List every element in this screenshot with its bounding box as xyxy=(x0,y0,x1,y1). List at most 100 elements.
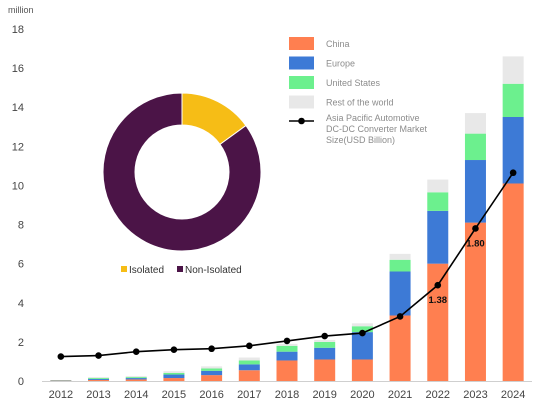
line-point-label: 1.80 xyxy=(466,238,485,249)
donut-slice xyxy=(102,92,262,252)
x-tick-label: 2012 xyxy=(49,389,73,401)
x-tick-label: 2018 xyxy=(275,389,299,401)
y-tick-label: 0 xyxy=(18,376,24,388)
y-tick-label: 2 xyxy=(18,337,24,349)
bar-segment xyxy=(351,326,373,333)
y-tick-label: 14 xyxy=(12,102,24,114)
y-axis-unit-label: million xyxy=(8,5,34,15)
y-tick-label: 4 xyxy=(18,298,24,310)
bar-segment xyxy=(201,375,223,381)
bar-segment xyxy=(502,117,524,184)
bar-segment xyxy=(502,183,524,381)
x-tick-label: 2014 xyxy=(124,389,148,401)
donut-legend-swatch xyxy=(177,266,183,272)
bar-segment xyxy=(88,378,110,380)
y-tick-label: 12 xyxy=(12,141,24,153)
line-point xyxy=(283,337,291,345)
bar-segment xyxy=(314,341,336,348)
bar-segment xyxy=(464,160,486,223)
bar-legend: China Europe United States Rest of the worl… xyxy=(289,37,428,145)
bar-segment xyxy=(502,56,524,84)
bar-segment xyxy=(389,253,411,260)
x-tick-label: 2015 xyxy=(162,389,186,401)
line-point xyxy=(208,345,215,353)
donut-chart xyxy=(102,92,262,252)
bar-segment xyxy=(314,339,336,342)
legend-label: Rest of the world xyxy=(326,98,394,108)
line-point xyxy=(396,313,404,320)
bar-segment xyxy=(88,377,110,379)
bar-segment xyxy=(238,360,260,365)
bar-segment xyxy=(163,374,185,379)
legend-label: Asia Pacific Automotive DC-DC Converter M… xyxy=(326,113,428,145)
donut-legend-label: Isolated xyxy=(129,265,164,276)
bar-segment xyxy=(351,323,373,327)
donut-legend: Isolated Non-Isolated xyxy=(121,265,242,276)
bar-segment xyxy=(163,372,185,375)
x-tick-label: 2024 xyxy=(501,389,525,401)
x-tick-label: 2017 xyxy=(237,389,261,401)
legend-label: China xyxy=(326,39,350,49)
line-point-label: 1.38 xyxy=(429,295,448,306)
line-point xyxy=(246,342,253,350)
stacked-bars xyxy=(50,56,524,381)
x-axis-ticks: 2012 2013 2014 2015 2016 2017 2018 2019 2020 2021… xyxy=(49,389,526,401)
y-tick-label: 6 xyxy=(18,259,24,271)
line-point xyxy=(434,281,442,289)
y-axis-ticks: 0 2 4 6 8 10 12 14 16 18 xyxy=(12,24,24,388)
bar-segment xyxy=(276,351,298,361)
bar-segment xyxy=(464,133,486,161)
bar-segment xyxy=(88,379,110,381)
bar-segment xyxy=(351,359,373,381)
bar-segment xyxy=(314,359,336,381)
legend-label: United States xyxy=(326,78,381,88)
x-tick-label: 2019 xyxy=(312,389,336,401)
line-point xyxy=(95,352,102,359)
x-tick-label: 2016 xyxy=(199,389,223,401)
bar-segment xyxy=(125,377,147,379)
line-point xyxy=(321,332,328,340)
bar-segment xyxy=(427,210,449,264)
donut-legend-label: Non-Isolated xyxy=(185,265,242,276)
bar-segment xyxy=(389,259,411,272)
bar-segment xyxy=(389,271,411,316)
bar-segment xyxy=(464,222,486,381)
legend-swatch xyxy=(289,56,314,70)
bar-segment xyxy=(427,263,449,381)
bar-segment xyxy=(427,192,449,211)
y-tick-label: 16 xyxy=(12,63,24,75)
bar-segment xyxy=(389,315,411,381)
bar-segment xyxy=(163,378,185,381)
line-point xyxy=(509,169,517,177)
bar-segment xyxy=(125,378,147,380)
legend-label: Europe xyxy=(326,59,355,69)
bar-segment xyxy=(201,366,223,369)
line-point xyxy=(359,329,366,337)
line-point xyxy=(170,346,178,354)
bar-segment xyxy=(427,179,449,193)
legend-swatch xyxy=(289,37,314,50)
bar-segment xyxy=(125,379,147,381)
x-tick-label: 2022 xyxy=(426,389,450,401)
y-tick-label: 10 xyxy=(12,180,24,192)
bar-segment xyxy=(276,345,298,352)
bar-segment xyxy=(464,113,486,134)
donut-legend-swatch xyxy=(121,266,127,272)
bar-segment xyxy=(88,380,110,381)
x-tick-label: 2021 xyxy=(388,389,412,401)
bar-segment xyxy=(314,347,336,360)
y-tick-label: 8 xyxy=(18,220,24,232)
bar-segment xyxy=(201,368,223,371)
legend-swatch xyxy=(289,76,314,89)
bar-segment xyxy=(238,357,260,361)
line-point-labels: 1.38 1.80 xyxy=(429,238,485,306)
legend-line-marker xyxy=(298,117,305,125)
line-point xyxy=(472,225,479,232)
bar-segment xyxy=(276,343,298,346)
market-size-line-series xyxy=(57,169,517,360)
bar-segment xyxy=(163,371,185,373)
bar-segment xyxy=(238,364,260,371)
legend-swatch xyxy=(289,95,314,109)
bar-segment xyxy=(201,370,223,376)
